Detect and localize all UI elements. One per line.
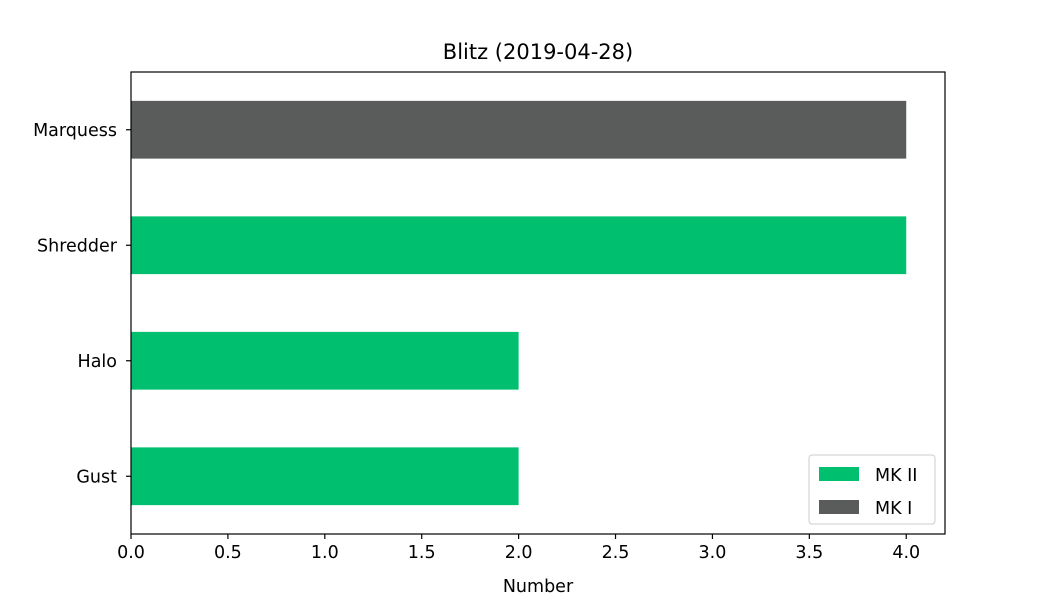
x-tick-label: 0.0 [117,543,145,563]
bar-shredder [131,216,907,275]
y-tick-label-marquess: Marquess [33,121,117,141]
y-tick-label-gust: Gust [76,467,117,487]
bar-marquess [131,100,907,159]
x-tick-label: 0.5 [214,543,242,563]
x-tick-label: 4.0 [892,543,920,563]
legend: MK II MK I [808,454,936,525]
legend-label-mk-i: MK I [875,499,912,519]
x-tick-label: 2.5 [602,543,630,563]
x-tick-label: 1.0 [311,543,339,563]
bar-gust [131,447,519,506]
x-tick-label: 2.0 [505,543,533,563]
legend-swatch-mk-i [819,500,859,514]
bar-halo [131,331,519,390]
x-tick-label: 3.5 [795,543,823,563]
y-tick-label-halo: Halo [78,352,117,372]
x-axis-label: Number [503,577,574,597]
x-axis: 0.0 0.5 1.0 1.5 2.0 2.5 3.0 3.5 4.0 [117,534,920,563]
bars-group [131,100,907,506]
x-tick-label: 3.0 [699,543,727,563]
legend-swatch-mk-ii [819,467,859,481]
y-axis: Gust Halo Shredder Marquess [33,121,131,487]
y-tick-label-shredder: Shredder [37,236,118,256]
plot-frame [130,71,946,535]
chart-title: Blitz (2019-04-28) [443,40,633,64]
x-tick-label: 1.5 [408,543,436,563]
legend-label-mk-ii: MK II [875,466,917,486]
